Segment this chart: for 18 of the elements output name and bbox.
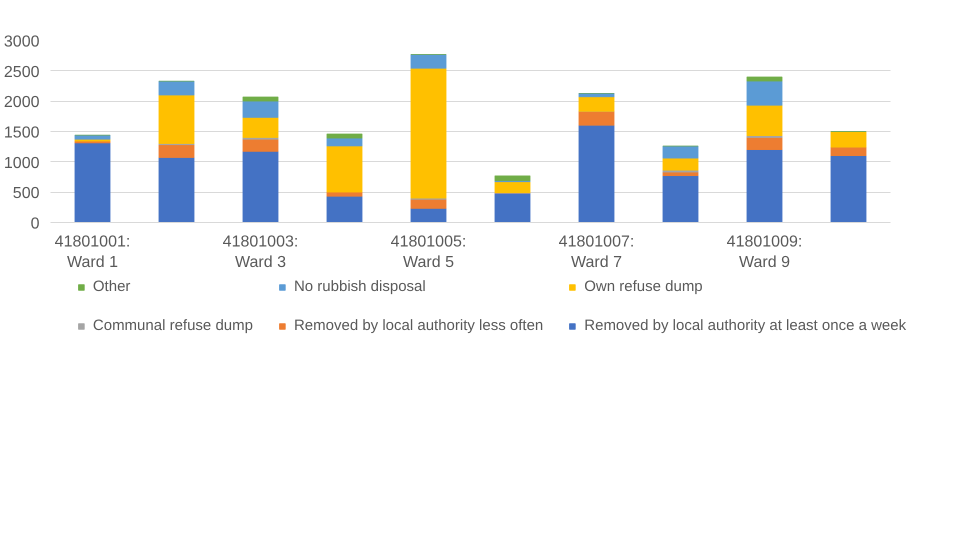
legend-label: Removed by local authority at least once a week xyxy=(584,317,906,334)
legend-label: Own refuse dump xyxy=(584,278,704,295)
y-tick-label: 0 xyxy=(30,216,40,232)
legend-label: Communal refuse dump xyxy=(92,317,253,334)
x-tick-label: 41801003: Ward 3 xyxy=(222,234,298,271)
legend-label: Other xyxy=(92,278,132,295)
y-tick-label: 1500 xyxy=(4,124,40,142)
y-tick-label: 1000 xyxy=(4,154,40,172)
x-tick-label: 41801007: Ward 7 xyxy=(558,234,634,271)
y-tick-label: 2000 xyxy=(4,94,40,112)
x-tick-label: 41801005: Ward 5 xyxy=(390,234,466,271)
y-tick-label: 2500 xyxy=(4,64,40,81)
legend-label: No rubbish disposal xyxy=(294,278,427,295)
x-tick-label: 41801001: Ward 1 xyxy=(54,234,130,271)
legend-label: Removed by local authority less often xyxy=(294,317,544,334)
y-tick-label: 3000 xyxy=(4,34,40,50)
x-tick-label: 41801009: Ward 9 xyxy=(726,234,802,271)
y-tick-label: 500 xyxy=(12,185,40,202)
